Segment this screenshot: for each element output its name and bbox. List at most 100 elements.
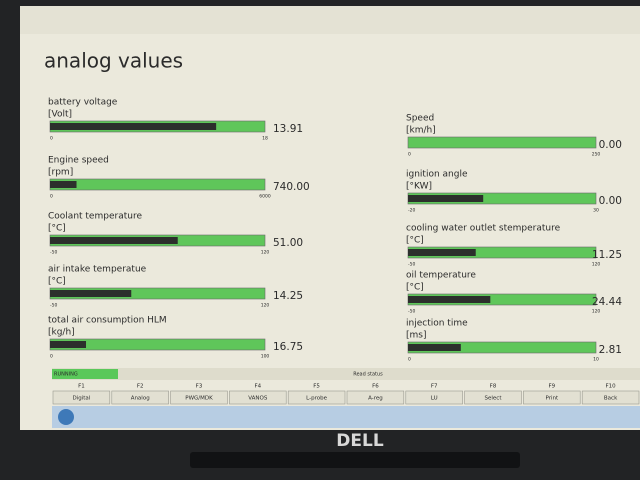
- function-button[interactable]: [581, 390, 640, 405]
- function-key: F4: [254, 384, 261, 390]
- gauge-max: 120: [261, 250, 270, 256]
- gauge-unit: [Volt]: [48, 110, 72, 120]
- gauge-label: air intake temperatue: [48, 265, 147, 275]
- function-key: F6: [372, 384, 379, 390]
- brand-logo: DELL: [336, 431, 384, 451]
- gauge-value: 13.91: [273, 123, 303, 135]
- function-button[interactable]: [287, 390, 346, 405]
- gauge-min: -50: [408, 309, 415, 315]
- function-button[interactable]: [346, 390, 405, 405]
- gauge-label: Coolant temperature: [48, 212, 142, 222]
- function-label: PWG/MDK: [185, 396, 213, 402]
- gauge-unit: [°C]: [48, 224, 66, 234]
- gauge-value: 2.81: [599, 344, 622, 356]
- gauge-value: 11.25: [592, 249, 622, 261]
- gauge-value: 0.00: [599, 139, 622, 151]
- function-button[interactable]: [523, 390, 581, 405]
- gauge-max: 30: [593, 208, 599, 214]
- screen: [20, 6, 640, 430]
- top-strip: [20, 6, 640, 34]
- gauge-label: Engine speed: [48, 156, 109, 166]
- gauge-min: 0: [50, 354, 53, 360]
- gauge-min: -50: [50, 250, 57, 256]
- taskbar: [52, 406, 640, 428]
- gauge-min: 0: [50, 136, 53, 142]
- gauge-value: 16.75: [273, 341, 303, 353]
- gauge-unit: [ms]: [406, 331, 426, 341]
- gauge-fill: [50, 237, 178, 244]
- function-key: F8: [490, 384, 497, 390]
- gauge-unit: [kg/h]: [48, 328, 75, 338]
- function-button[interactable]: [464, 390, 522, 405]
- gauge-value: 14.25: [273, 290, 303, 302]
- status-state: RUNNING: [54, 372, 78, 378]
- function-label: Analog: [131, 396, 150, 402]
- gauge-max: 120: [592, 309, 601, 315]
- function-key: F1: [78, 384, 85, 390]
- gauge-fill: [408, 296, 491, 303]
- gauge-fill: [408, 344, 461, 351]
- gauge-min: 0: [50, 194, 53, 200]
- gauge-min: -50: [50, 303, 57, 309]
- function-label: Print: [545, 396, 558, 402]
- gauge-value: 51.00: [273, 237, 303, 249]
- gauge-fill: [50, 341, 87, 348]
- gauge-value: 24.44: [592, 296, 622, 308]
- gauge-label: battery voltage: [48, 98, 118, 108]
- gauge-max: 10: [593, 357, 599, 363]
- function-label: LU: [431, 396, 438, 402]
- gauge-unit: [°C]: [406, 236, 424, 246]
- function-button[interactable]: [229, 390, 287, 405]
- gauge-unit: [rpm]: [48, 168, 73, 178]
- start-button[interactable]: [58, 409, 74, 425]
- gauge-max: 120: [261, 303, 270, 309]
- gauge-max: 18: [262, 136, 268, 142]
- function-key: F9: [548, 384, 555, 390]
- status-bar: [52, 368, 640, 380]
- function-label: Digital: [72, 396, 90, 402]
- function-label: A-reg: [368, 396, 383, 402]
- function-key: F7: [431, 384, 438, 390]
- status-center: Read status: [353, 372, 383, 378]
- gauge-max: 100: [261, 354, 270, 360]
- status-indicator: [52, 369, 118, 379]
- gauge-unit: [°KW]: [406, 182, 432, 192]
- function-button[interactable]: [111, 390, 169, 405]
- gauge-value: 0.00: [599, 195, 622, 207]
- gauge-label: Speed: [406, 114, 434, 124]
- function-key: F3: [196, 384, 203, 390]
- gauge-value: 740.00: [273, 181, 310, 193]
- gauge-fill: [408, 195, 484, 202]
- gauge-label: injection time: [406, 319, 468, 329]
- gauge-min: 0: [408, 152, 411, 158]
- gauge-track: [407, 136, 597, 149]
- gauge-fill: [50, 290, 132, 297]
- function-button[interactable]: [52, 390, 111, 405]
- gauge-label: total air consumption HLM: [48, 316, 167, 326]
- function-label: Back: [604, 396, 618, 402]
- page-title: analog values: [44, 49, 183, 73]
- gauge-label: cooling water outlet stemperature: [406, 224, 561, 234]
- gauge-track: [49, 178, 266, 191]
- function-button[interactable]: [170, 390, 228, 405]
- gauge-unit: [°C]: [406, 283, 424, 293]
- content: battery voltage [Volt] 0 18 13.91 Engine spee…: [48, 98, 640, 405]
- gauge-fill: [408, 249, 476, 256]
- function-button[interactable]: [405, 390, 463, 405]
- gauge-max: 120: [592, 262, 601, 268]
- function-key: F5: [313, 384, 320, 390]
- hinge: [190, 452, 520, 468]
- gauge-unit: [km/h]: [406, 126, 436, 136]
- gauge-label: oil temperature: [406, 271, 476, 281]
- gauge-fill: [50, 123, 217, 130]
- function-label: Select: [485, 396, 503, 402]
- gauge-unit: [°C]: [48, 277, 66, 287]
- function-key: F2: [137, 384, 144, 390]
- function-label: VANOS: [248, 396, 268, 402]
- gauge-min: -20: [408, 208, 415, 214]
- gauge-min: 0: [408, 357, 411, 363]
- gauge-label: ignition angle: [406, 170, 468, 180]
- function-key: F10: [606, 384, 617, 390]
